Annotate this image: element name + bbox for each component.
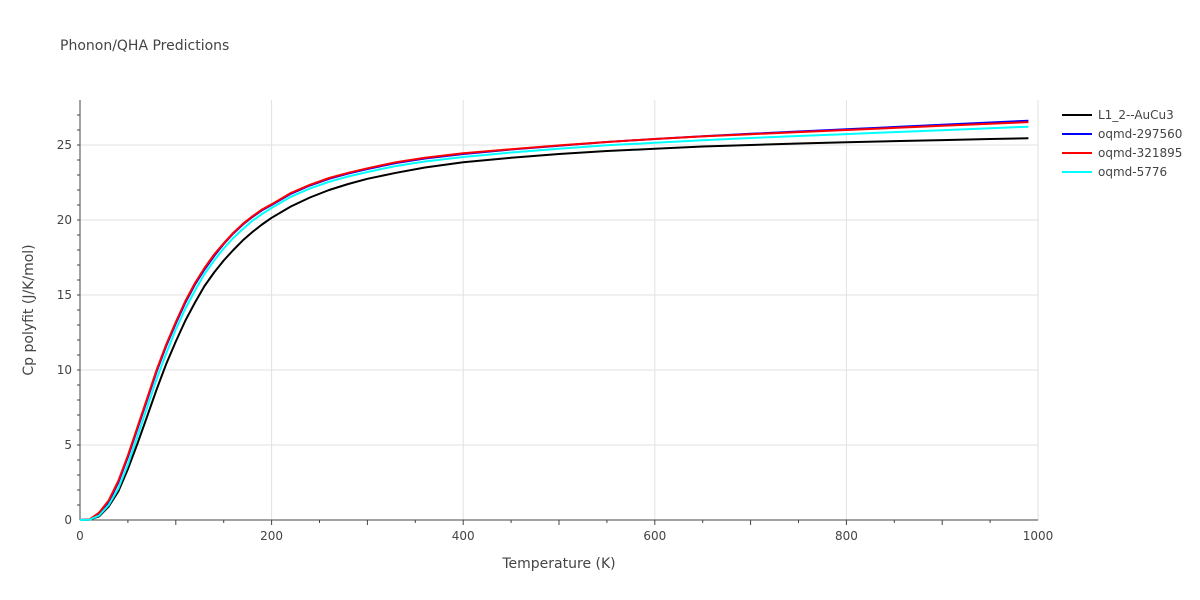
y-tick-label: 15 [57,288,72,302]
y-tick-label: 0 [64,513,72,527]
x-tick-label: 600 [643,529,666,543]
y-tick-label: 10 [57,363,72,377]
chart-title: Phonon/QHA Predictions [60,38,229,54]
legend-item[interactable]: oqmd-297560 [1062,127,1182,141]
series-line-L1_2--AuCu3 [79,137,1029,521]
legend[interactable]: L1_2--AuCu3 oqmd-297560 oqmd-321895 oqmd-57… [1062,108,1182,179]
legend-item[interactable]: oqmd-321895 [1062,146,1182,160]
series-line-oqmd-297560 [79,119,1029,521]
x-tick-label: 800 [835,529,858,543]
x-tick-label: 1000 [1023,529,1054,543]
legend-item[interactable]: L1_2--AuCu3 [1062,108,1174,122]
legend-item[interactable]: oqmd-5776 [1062,165,1167,179]
grid [80,100,1039,520]
y-tick-label: 25 [57,138,72,152]
y-tick-label: 20 [57,213,72,227]
x-axis-label: Temperature (K) [501,556,615,572]
y-axis-label: Cp polyfit (J/K/mol) [21,244,37,375]
series-line-oqmd-321895 [79,121,1029,521]
legend-label: oqmd-5776 [1098,165,1167,179]
series-line-oqmd-5776 [79,125,1029,521]
axes: 0 200 400 600 800 1000 0 5 10 15 20 25 [57,100,1054,543]
x-tick-label: 200 [260,529,283,543]
legend-label: oqmd-297560 [1098,127,1182,141]
x-tick-label: 0 [76,529,84,543]
y-tick-label: 5 [64,438,72,452]
series-lines [79,119,1029,521]
legend-label: oqmd-321895 [1098,146,1182,160]
x-tick-label: 400 [452,529,475,543]
legend-label: L1_2--AuCu3 [1098,108,1174,122]
